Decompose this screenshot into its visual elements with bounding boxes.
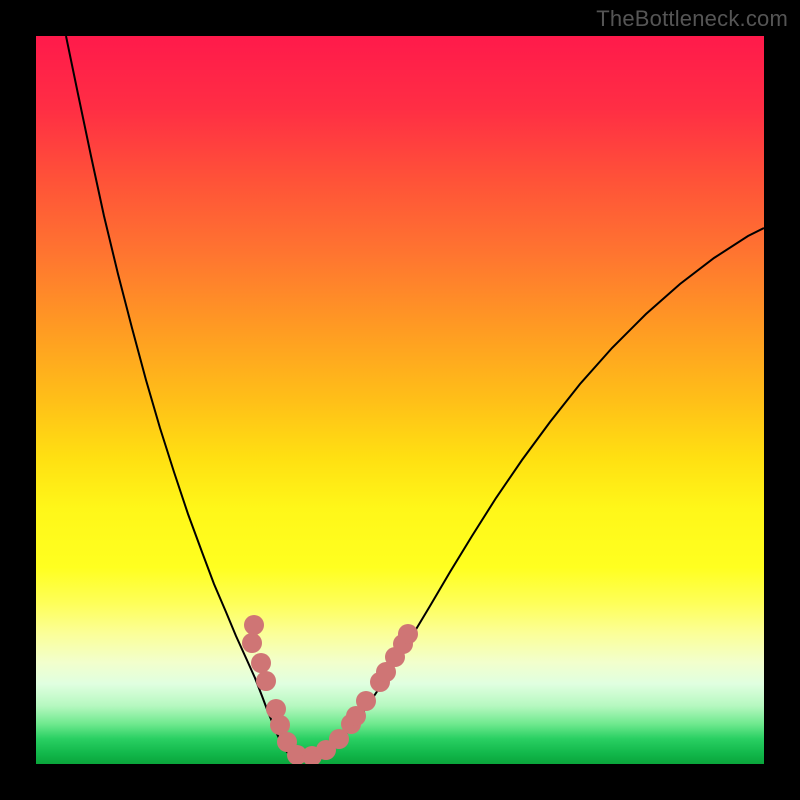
watermark-text: TheBottleneck.com <box>596 6 788 32</box>
plot-area <box>36 36 764 764</box>
chart-svg <box>36 36 764 764</box>
curve-marker <box>251 653 271 673</box>
curve-marker <box>256 671 276 691</box>
curve-marker <box>242 633 262 653</box>
curve-marker <box>244 615 264 635</box>
curve-marker <box>398 624 418 644</box>
curve-marker <box>356 691 376 711</box>
